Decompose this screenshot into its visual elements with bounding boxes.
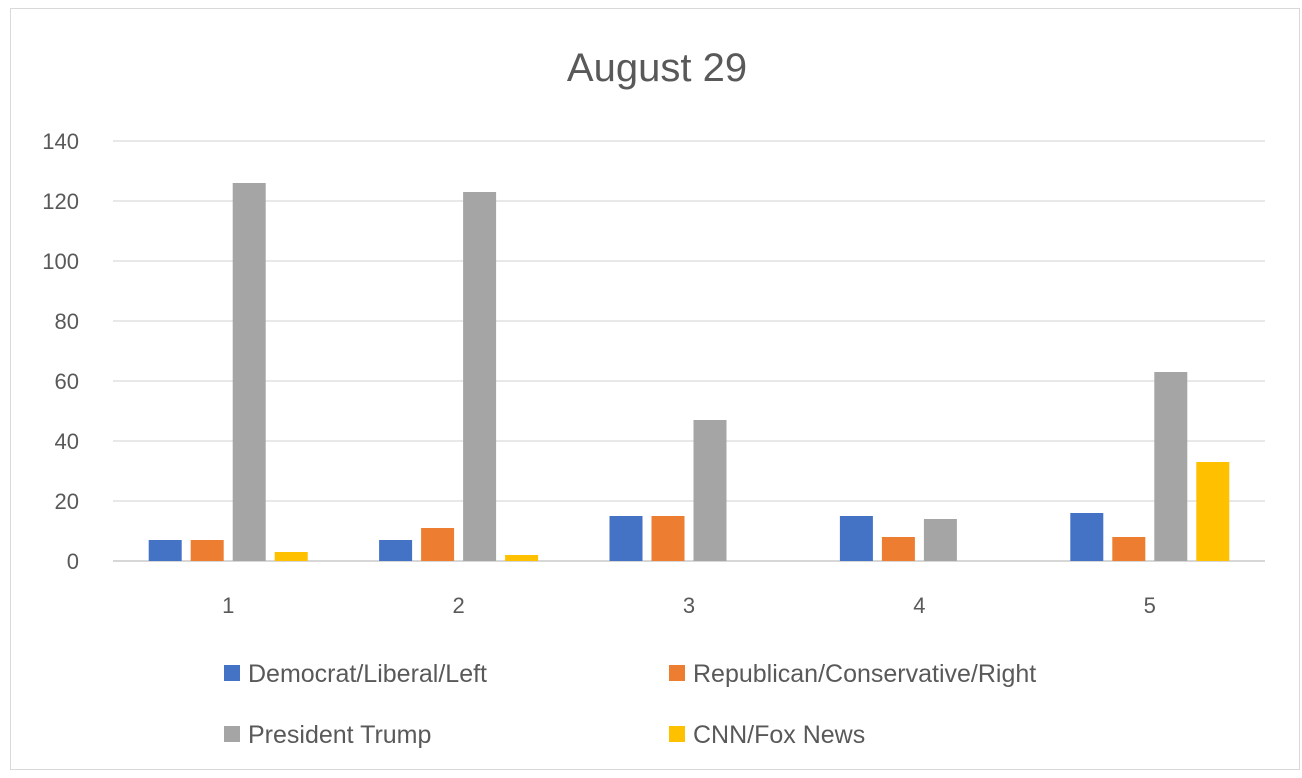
y-tick-label: 60 bbox=[55, 369, 79, 394]
y-tick-label: 20 bbox=[55, 489, 79, 514]
legend: Democrat/Liberal/Left Republican/Conserva… bbox=[224, 660, 1036, 749]
bar bbox=[1154, 372, 1188, 561]
chart-title: August 29 bbox=[567, 46, 747, 90]
y-tick-label: 140 bbox=[42, 129, 79, 154]
gridlines bbox=[113, 140, 1265, 562]
y-tick-label: 40 bbox=[55, 429, 79, 454]
bar bbox=[881, 537, 915, 561]
y-axis: 0 20 40 60 80 100 120 140 bbox=[42, 129, 79, 574]
bar bbox=[651, 516, 685, 561]
bar bbox=[274, 552, 308, 561]
x-tick-label: 5 bbox=[1144, 593, 1156, 618]
bar bbox=[190, 540, 224, 561]
legend-swatch bbox=[224, 726, 240, 742]
y-tick-label: 100 bbox=[42, 249, 79, 274]
bar bbox=[463, 192, 497, 561]
bar bbox=[505, 555, 539, 561]
y-tick-label: 80 bbox=[55, 309, 79, 334]
legend-label: CNN/Fox News bbox=[693, 721, 865, 749]
bar bbox=[1196, 462, 1230, 561]
bar bbox=[923, 519, 957, 561]
x-tick-label: 2 bbox=[452, 593, 464, 618]
y-tick-label: 120 bbox=[42, 189, 79, 214]
x-axis: 1 2 3 4 5 bbox=[222, 593, 1156, 618]
legend-label: Republican/Conservative/Right bbox=[693, 660, 1036, 688]
bar bbox=[609, 516, 643, 561]
bar bbox=[379, 540, 413, 561]
legend-swatch bbox=[669, 726, 685, 742]
legend-swatch bbox=[224, 665, 240, 681]
x-tick-label: 1 bbox=[222, 593, 234, 618]
legend-label: President Trump bbox=[248, 721, 431, 749]
bar bbox=[232, 183, 266, 561]
x-tick-label: 4 bbox=[913, 593, 925, 618]
bar bbox=[421, 528, 455, 561]
y-tick-label: 0 bbox=[67, 549, 79, 574]
bar bbox=[839, 516, 873, 561]
bar bbox=[148, 540, 182, 561]
legend-swatch bbox=[669, 665, 685, 681]
x-tick-label: 3 bbox=[683, 593, 695, 618]
legend-label: Democrat/Liberal/Left bbox=[248, 660, 487, 688]
bars bbox=[148, 183, 1230, 561]
bar bbox=[1112, 537, 1146, 561]
bar bbox=[693, 420, 727, 561]
chart-frame bbox=[10, 8, 1300, 770]
bar bbox=[1070, 513, 1104, 561]
